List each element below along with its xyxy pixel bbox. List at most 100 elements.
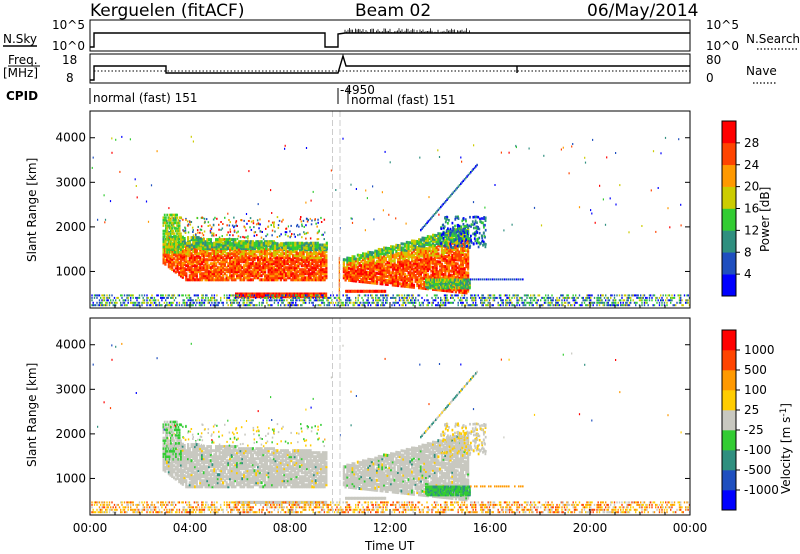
data-cell (335, 301, 337, 304)
data-cell (157, 294, 159, 297)
data-cell (181, 267, 184, 271)
data-cell (220, 260, 223, 264)
data-cell (227, 268, 230, 272)
data-cell (209, 224, 211, 227)
data-cell (227, 296, 229, 299)
data-cell (248, 294, 251, 297)
data-cell (201, 232, 204, 235)
data-cell (101, 304, 103, 307)
data-cell (652, 150, 655, 153)
data-cell (215, 234, 217, 237)
data-cell (355, 301, 357, 304)
data-cell (141, 304, 143, 307)
freq-label: Freq. (8, 53, 38, 67)
data-cell (174, 217, 176, 220)
data-cell (151, 296, 153, 299)
freq-strip: Freq. [MHz] 18 8 80 0 Nave (3, 53, 777, 85)
data-cell (188, 250, 191, 254)
data-cell (227, 304, 229, 307)
data-cell (199, 270, 202, 274)
data-cell (506, 278, 508, 281)
data-cell (244, 276, 247, 280)
data-cell (247, 235, 249, 238)
data-cell (182, 299, 184, 302)
data-cell (192, 304, 194, 307)
data-cell (110, 299, 112, 302)
data-cell (367, 299, 369, 302)
data-cell (208, 256, 211, 260)
data-cell (174, 254, 177, 258)
data-cell (257, 266, 260, 270)
data-cell (145, 200, 148, 203)
data-cell (111, 294, 113, 297)
data-cell (185, 268, 188, 272)
data-cell (236, 248, 239, 252)
data-cell (204, 268, 207, 272)
data-cell (260, 236, 263, 239)
data-cell (183, 251, 186, 255)
data-cell (241, 278, 244, 282)
data-cell (326, 296, 328, 299)
data-cell (479, 217, 481, 221)
data-cell (213, 264, 216, 268)
data-cell (267, 260, 270, 264)
data-cell (267, 276, 270, 280)
data-cell (227, 262, 230, 266)
data-cell (276, 236, 279, 238)
data-cell (228, 237, 231, 240)
data-cell (241, 270, 244, 274)
data-cell (190, 256, 193, 260)
data-cell (194, 256, 197, 260)
data-cell (187, 262, 190, 266)
data-cell (176, 255, 179, 259)
data-cell (183, 271, 186, 275)
data-cell (486, 278, 488, 281)
data-cell (295, 304, 297, 307)
data-cell (190, 274, 193, 278)
data-cell (260, 252, 263, 256)
data-cell (250, 304, 252, 307)
data-cell (160, 294, 162, 297)
data-cell (199, 240, 202, 244)
data-cell (283, 294, 286, 297)
data-cell (176, 243, 178, 246)
data-cell (182, 294, 184, 297)
data-cell (296, 304, 298, 307)
data-cell (104, 221, 106, 224)
data-cell (175, 240, 177, 243)
data-cell (239, 266, 242, 270)
data-cell (195, 266, 198, 270)
data-cell (199, 260, 202, 264)
data-cell (237, 268, 240, 272)
data-cell (234, 252, 237, 256)
data-cell (127, 299, 129, 302)
data-cell (236, 237, 239, 240)
data-cell (233, 296, 236, 299)
data-cell (266, 233, 269, 236)
data-cell (318, 229, 320, 232)
data-cell (169, 264, 172, 268)
data-cell (465, 219, 467, 223)
data-cell (382, 209, 384, 212)
data-cell (156, 150, 158, 153)
data-cell (161, 296, 163, 299)
data-cell (503, 229, 505, 232)
data-cell (169, 262, 172, 266)
data-cell (262, 248, 265, 252)
data-cell (213, 234, 215, 237)
data-cell (449, 227, 452, 231)
data-cell (208, 301, 211, 304)
data-cell (270, 224, 272, 227)
data-cell (198, 304, 201, 307)
data-cell (171, 251, 174, 255)
data-cell (177, 248, 180, 251)
data-cell (212, 224, 215, 227)
data-cell (181, 271, 184, 275)
data-cell (265, 266, 268, 270)
data-cell (382, 296, 384, 299)
data-cell (222, 223, 224, 225)
data-cell (302, 301, 304, 304)
data-cell (137, 301, 139, 304)
data-cell (276, 243, 279, 247)
data-cell (578, 206, 581, 209)
